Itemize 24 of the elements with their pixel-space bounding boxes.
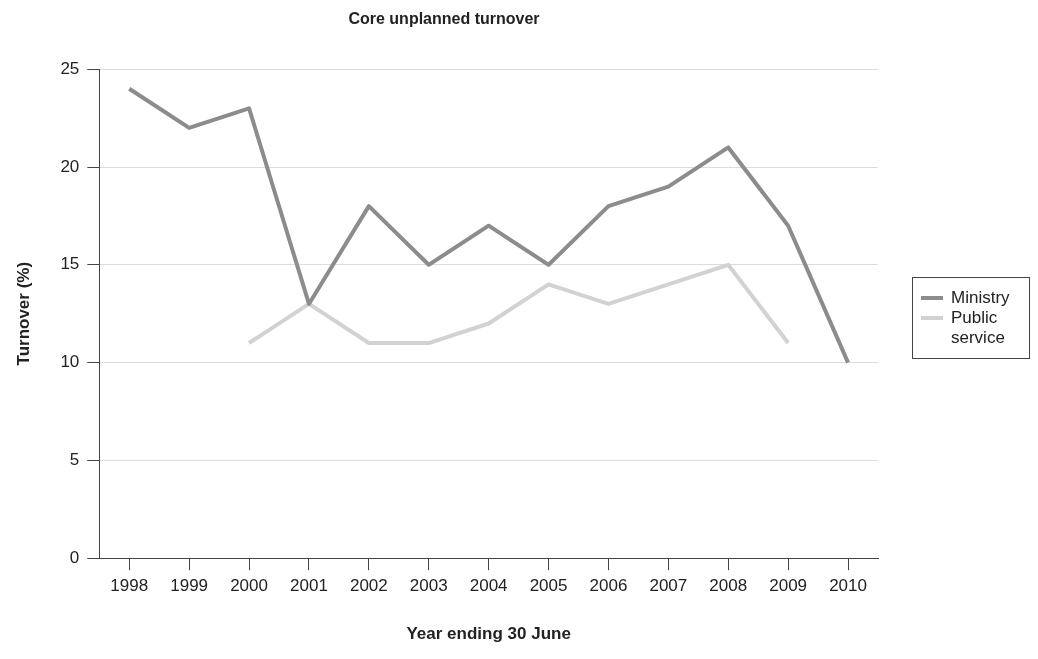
x-tick-label: 2001 bbox=[290, 576, 328, 596]
x-tick-label: 1999 bbox=[170, 576, 209, 596]
y-tick-label: 0 bbox=[69, 547, 80, 567]
y-tick-label: 10 bbox=[60, 352, 80, 372]
y-axis-title: Turnover (%) bbox=[13, 261, 33, 366]
x-tick-label: 2006 bbox=[589, 576, 628, 596]
x-tick-label: 2005 bbox=[529, 576, 568, 596]
y-tick-label: 5 bbox=[69, 450, 80, 470]
chart-title: Core unplanned turnover bbox=[348, 10, 540, 28]
x-axis-title: Year ending 30 June bbox=[406, 624, 571, 644]
legend-label: Public service bbox=[951, 308, 1006, 348]
x-tick-label: 2003 bbox=[409, 576, 448, 596]
x-tick-label: 2010 bbox=[829, 576, 867, 596]
x-tick-label: 2004 bbox=[469, 576, 508, 596]
legend-label: Ministry bbox=[951, 288, 1010, 308]
x-tick-label: 2007 bbox=[649, 576, 688, 596]
y-tick-label: 25 bbox=[60, 58, 80, 78]
x-tick-label: 2008 bbox=[709, 576, 748, 596]
x-tick-label: 1998 bbox=[110, 576, 149, 596]
y-tick-label: 15 bbox=[60, 254, 80, 274]
y-tick-label: 20 bbox=[60, 156, 80, 176]
x-tick-label: 2002 bbox=[349, 576, 388, 596]
x-tick-label: 2009 bbox=[769, 576, 808, 596]
x-tick-label: 2000 bbox=[230, 576, 268, 596]
